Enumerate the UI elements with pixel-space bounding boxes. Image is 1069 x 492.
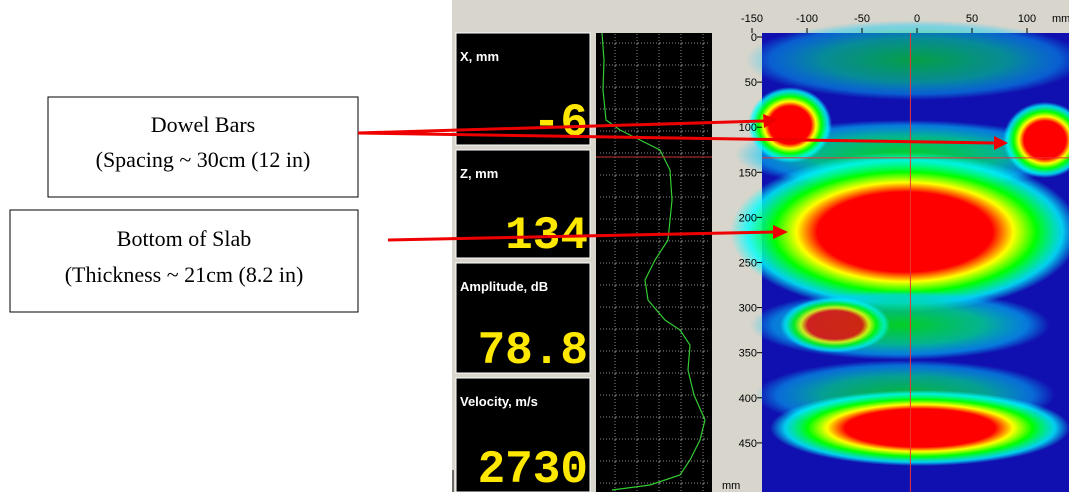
y-tick-label: 50 <box>745 77 757 89</box>
y-tick-label: 400 <box>739 393 757 405</box>
y-tick-label: 450 <box>739 438 757 450</box>
readout-label: X, mm <box>460 49 499 64</box>
annotation-detail: (Spacing ~ 30cm (12 in) <box>96 147 311 172</box>
y-tick-label: 350 <box>739 348 757 360</box>
y-tick-label: 250 <box>739 258 757 270</box>
x-tick-label: 50 <box>966 13 978 25</box>
x-tick-label: 100 <box>1018 13 1036 25</box>
screenshot: Dowel Bars (Spacing ~ 30cm (12 in) Botto… <box>0 0 1069 492</box>
x-tick-label: 0 <box>914 13 920 25</box>
x-tick-label: -100 <box>796 13 818 25</box>
x-tick-label: -150 <box>741 13 763 25</box>
y-tick-label: 300 <box>739 303 757 315</box>
readout-value: 78.8 <box>478 325 588 377</box>
x-tick-label: -50 <box>854 13 870 25</box>
readout-value: -6 <box>533 97 588 149</box>
y-unit: mm <box>722 480 740 492</box>
readout-label: Amplitude, dB <box>460 279 548 294</box>
readout-label: Z, mm <box>460 166 498 181</box>
readout-label: Velocity, m/s <box>460 394 538 409</box>
annotation-title: Dowel Bars <box>151 112 255 137</box>
y-tick-label: 200 <box>739 212 757 224</box>
y-tick-label: 0 <box>751 32 757 44</box>
x-unit: mm <box>1052 13 1069 25</box>
y-tick-label: 150 <box>739 167 757 179</box>
readout-value: 2730 <box>478 444 588 492</box>
annotation-title: Bottom of Slab <box>117 226 251 251</box>
annotation-detail: (Thickness ~ 21cm (8.2 in) <box>65 262 304 287</box>
y-tick-label: 100 <box>739 122 757 134</box>
